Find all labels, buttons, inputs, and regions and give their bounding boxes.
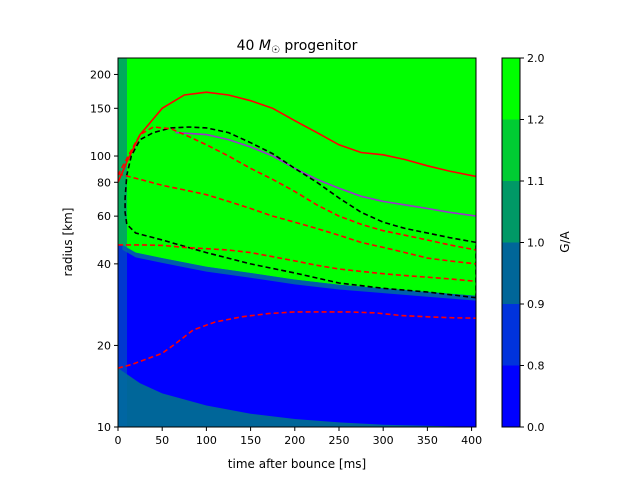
colorbar-tick-label: 1.0 [527,237,545,250]
series-line-6 [118,244,476,283]
title-sub: ☉ [271,45,280,56]
series-line-7 [118,311,476,369]
colorbar-segment [502,58,520,120]
colorbar-tick-label: 0.8 [527,360,545,373]
colorbar-tick-label: 1.2 [527,114,545,127]
colorbar: 0.0 0.8 0.9 1.0 1.1 1.2 2.0 [501,52,545,434]
x-tick-label: 200 [284,434,305,447]
y-tick-label: 20 [97,339,111,352]
y-axis-label: radius [km] [61,208,75,277]
title-suffix: progenitor [280,38,358,54]
y-tick-label: 10 [97,421,111,434]
x-tick-label: 300 [373,434,394,447]
x-tick-label: 100 [196,434,217,447]
y-axis: 10 20 40 60 80 100 150 200 [90,68,118,434]
colorbar-segment [502,181,520,243]
y-tick-label: 80 [97,176,111,189]
colorbar-tick-label: 1.1 [527,175,545,188]
early-time-band [118,58,127,427]
colorbar-tick-label: 2.0 [527,52,545,65]
x-tick-label: 50 [155,434,169,447]
x-tick-label: 250 [328,434,349,447]
y-tick-label: 40 [97,258,111,271]
series-line-5 [118,173,476,265]
series-line-3 [124,126,476,299]
x-axis: 0 50 100 150 200 250 300 350 400 [115,427,482,447]
title-math: M [259,38,271,54]
colorbar-segment [502,242,520,304]
y-tick-label: 150 [90,102,111,115]
mid-ga-region [118,368,476,427]
colorbar-segment [502,304,520,366]
y-tick-label: 200 [90,68,111,81]
colorbar-label: G/A [558,230,572,252]
series-line-4 [118,126,476,251]
x-tick-label: 400 [461,434,482,447]
y-tick-label: 60 [97,210,111,223]
x-tick-label: 0 [115,434,122,447]
title-prefix: 40 [237,38,259,54]
series-group [118,91,476,369]
x-axis-label: time after bounce [ms] [228,457,366,471]
chart-title: 40 M☉ progenitor [237,38,358,56]
colorbar-segment [502,365,520,427]
series-line-1 [118,91,476,183]
high-ga-region [118,58,476,296]
colorbar-tick-label: 0.9 [527,298,545,311]
plot-frame [117,57,477,428]
colorbar-segment [502,119,520,181]
y-tick-label: 100 [90,150,111,163]
plot-area [118,58,476,427]
series-line-2 [175,131,476,217]
x-tick-label: 150 [240,434,261,447]
x-tick-label: 350 [417,434,438,447]
colorbar-tick-label: 0.0 [527,421,545,434]
transition-band [122,244,476,301]
